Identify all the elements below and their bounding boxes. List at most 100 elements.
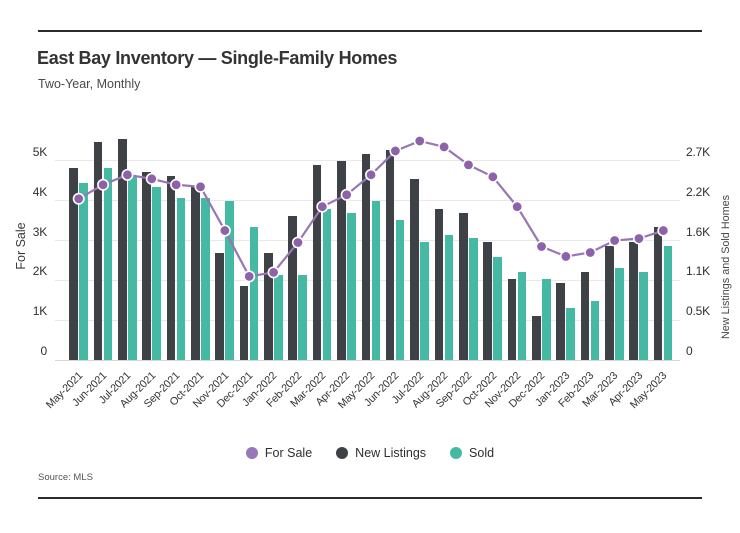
- bar-new-listings[interactable]: [532, 315, 541, 360]
- right-axis-tick-label: 2.2K: [686, 184, 710, 199]
- bar-sold[interactable]: [127, 175, 137, 360]
- bar-sold[interactable]: [639, 271, 649, 360]
- for-sale-point-marker[interactable]: [316, 200, 329, 213]
- chart-subtitle: Two-Year, Monthly: [38, 77, 141, 91]
- bar-new-listings[interactable]: [483, 242, 492, 360]
- bar-new-listings[interactable]: [629, 242, 639, 360]
- legend-label: For Sale: [264, 446, 313, 460]
- for-sale-point-marker[interactable]: [194, 180, 207, 193]
- for-sale-point-marker[interactable]: [584, 246, 597, 259]
- right-axis-tick-label: 0.5K: [686, 304, 710, 319]
- bar-new-listings[interactable]: [215, 253, 224, 360]
- for-sale-point-marker[interactable]: [608, 234, 621, 247]
- for-sale-point-marker[interactable]: [413, 134, 426, 147]
- bar-new-listings[interactable]: [93, 142, 103, 360]
- right-axis-tick-label: 0: [686, 344, 693, 358]
- for-sale-point-marker[interactable]: [267, 266, 280, 279]
- for-sale-point-marker[interactable]: [438, 140, 451, 153]
- for-sale-point-marker[interactable]: [243, 270, 256, 283]
- bar-sold[interactable]: [493, 256, 502, 360]
- for-sale-point-marker[interactable]: [365, 168, 378, 181]
- for-sale-point-marker[interactable]: [340, 188, 353, 201]
- legend-item-new-listings[interactable]: New Listings: [336, 446, 426, 460]
- bar-new-listings[interactable]: [264, 253, 273, 360]
- right-axis-tick-label: 1.6K: [686, 224, 710, 239]
- legend-item-for-sale[interactable]: For Sale: [245, 446, 313, 460]
- for-sale-point-marker[interactable]: [389, 144, 402, 157]
- for-sale-point-marker[interactable]: [632, 232, 645, 245]
- bar-sold[interactable]: [201, 197, 210, 360]
- for-sale-point-marker[interactable]: [218, 224, 231, 237]
- bar-sold[interactable]: [322, 208, 332, 360]
- bar-new-listings[interactable]: [385, 149, 395, 360]
- bar-sold[interactable]: [590, 301, 600, 360]
- bar-sold[interactable]: [225, 201, 234, 360]
- bar-sold[interactable]: [517, 271, 527, 360]
- bar-new-listings[interactable]: [288, 216, 298, 360]
- bar-sold[interactable]: [298, 275, 308, 360]
- bar-new-listings[interactable]: [434, 208, 444, 360]
- for-sale-point-marker[interactable]: [291, 236, 304, 249]
- bar-sold[interactable]: [176, 197, 186, 360]
- bar-new-listings[interactable]: [239, 286, 249, 360]
- for-sale-line-layer: [72, 134, 670, 283]
- for-sale-point-marker[interactable]: [72, 192, 85, 205]
- top-divider: [38, 30, 702, 32]
- bar-new-listings[interactable]: [653, 227, 663, 360]
- bar-sold[interactable]: [395, 219, 405, 360]
- bar-new-listings[interactable]: [142, 171, 151, 360]
- left-axis-tick-label: 3K: [32, 224, 47, 239]
- bar-sold[interactable]: [420, 242, 429, 360]
- bar-new-listings[interactable]: [507, 278, 517, 360]
- bar-sold[interactable]: [152, 186, 161, 360]
- bar-new-listings[interactable]: [605, 245, 614, 360]
- for-sale-point-marker[interactable]: [511, 200, 524, 213]
- bar-new-listings[interactable]: [337, 160, 346, 360]
- bar-sold[interactable]: [79, 183, 88, 360]
- left-axis-tick-label: 5K: [32, 144, 47, 159]
- bar-new-listings[interactable]: [69, 168, 78, 360]
- left-axis-tick-label: 1K: [32, 304, 47, 319]
- bar-sold[interactable]: [103, 168, 113, 360]
- for-sale-point-marker[interactable]: [170, 178, 183, 191]
- right-axis-tick-label: 2.7K: [686, 144, 710, 159]
- bar-new-listings[interactable]: [458, 212, 468, 360]
- for-sale-point-marker[interactable]: [486, 170, 499, 183]
- for-sale-point-marker[interactable]: [121, 168, 134, 181]
- for-sale-point-marker[interactable]: [559, 250, 572, 263]
- sold-swatch-icon: [450, 447, 463, 459]
- bar-new-listings[interactable]: [117, 138, 127, 360]
- bar-new-listings[interactable]: [191, 186, 200, 360]
- bar-sold[interactable]: [566, 308, 575, 360]
- bar-new-listings[interactable]: [556, 282, 565, 360]
- for-sale-point-marker[interactable]: [535, 240, 548, 253]
- bottom-divider: [38, 497, 702, 499]
- new-listings-swatch-icon: [336, 447, 349, 459]
- bar-sold[interactable]: [615, 267, 624, 360]
- bar-sold[interactable]: [468, 238, 478, 360]
- bar-new-listings[interactable]: [410, 179, 419, 360]
- for-sale-point-marker[interactable]: [97, 178, 110, 191]
- for-sale-point-marker[interactable]: [145, 172, 158, 185]
- legend-label: New Listings: [355, 446, 427, 460]
- chart-legend: For Sale New Listings Sold: [0, 446, 740, 460]
- legend-item-sold[interactable]: Sold: [450, 446, 494, 460]
- for-sale-point-marker[interactable]: [462, 158, 475, 171]
- bar-sold[interactable]: [444, 234, 454, 360]
- for-sale-swatch-icon: [245, 447, 258, 459]
- bar-new-listings[interactable]: [580, 271, 590, 360]
- bar-sold[interactable]: [663, 245, 673, 360]
- bar-sold[interactable]: [347, 212, 356, 360]
- left-axis-tick-label: 0: [40, 344, 48, 358]
- bar-sold[interactable]: [371, 201, 381, 360]
- bar-new-listings[interactable]: [166, 175, 176, 360]
- grid-line: [55, 359, 680, 361]
- bar-sold[interactable]: [249, 227, 259, 360]
- chart-title: East Bay Inventory — Single-Family Homes: [37, 48, 398, 68]
- bar-new-listings[interactable]: [361, 153, 371, 360]
- bar-sold[interactable]: [274, 275, 283, 360]
- for-sale-point-marker[interactable]: [657, 224, 670, 237]
- bar-sold[interactable]: [542, 278, 551, 360]
- bar-new-listings[interactable]: [312, 164, 322, 360]
